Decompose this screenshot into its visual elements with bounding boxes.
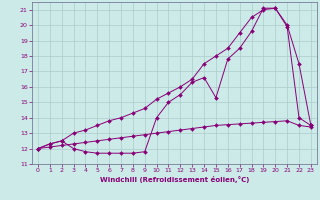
X-axis label: Windchill (Refroidissement éolien,°C): Windchill (Refroidissement éolien,°C) <box>100 176 249 183</box>
